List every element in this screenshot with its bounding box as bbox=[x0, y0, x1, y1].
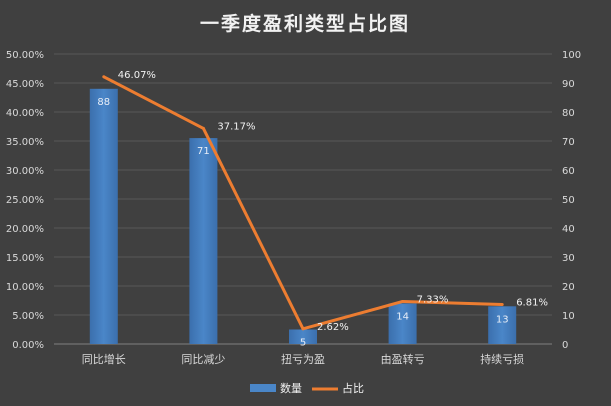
right-tick-label: 90 bbox=[562, 79, 575, 90]
legend-bar-swatch bbox=[250, 384, 276, 392]
line-path bbox=[103, 75, 503, 331]
right-axis-ticks: 0 10 20 30 40 50 60 70 80 90 100 bbox=[562, 50, 581, 351]
category-label: 同比减少 bbox=[181, 353, 225, 366]
bar-0 bbox=[89, 88, 118, 344]
category-label: 持续亏损 bbox=[480, 352, 524, 366]
left-tick-label: 50.00% bbox=[6, 50, 44, 61]
line-value-label: 2.62% bbox=[317, 322, 349, 333]
bar-value-label: 71 bbox=[197, 146, 210, 157]
line-point-1 bbox=[201, 126, 205, 130]
legend-line-label: 占比 bbox=[342, 381, 364, 395]
bar-3 bbox=[388, 303, 417, 344]
right-tick-label: 20 bbox=[562, 282, 575, 293]
right-tick-label: 100 bbox=[562, 50, 581, 61]
left-tick-label: 40.00% bbox=[6, 108, 44, 119]
left-tick-label: 0.00% bbox=[12, 340, 44, 351]
legend-bar-label: 数量 bbox=[280, 382, 302, 395]
right-tick-label: 80 bbox=[562, 108, 575, 119]
right-tick-label: 0 bbox=[562, 340, 568, 351]
left-tick-label: 30.00% bbox=[6, 166, 44, 177]
gridlines bbox=[54, 53, 552, 345]
line-series bbox=[102, 75, 504, 331]
category-label: 同比增长 bbox=[82, 352, 126, 366]
bar-1 bbox=[189, 138, 218, 344]
category-labels: 同比增长 同比减少 扭亏为盈 由盈转亏 持续亏损 bbox=[82, 352, 524, 366]
line-value-label: 6.81% bbox=[516, 298, 548, 309]
category-label: 由盈转亏 bbox=[381, 352, 425, 366]
left-tick-label: 35.00% bbox=[6, 137, 44, 148]
bar-value-label: 5 bbox=[300, 338, 306, 349]
bar-data-labels: 88 71 5 14 13 bbox=[97, 97, 508, 349]
category-label: 扭亏为盈 bbox=[281, 352, 325, 366]
bar-value-label: 14 bbox=[396, 311, 409, 322]
bar-4 bbox=[488, 306, 517, 344]
line-value-label: 37.17% bbox=[217, 121, 255, 132]
legend: 数量 占比 bbox=[250, 381, 364, 395]
left-tick-label: 25.00% bbox=[6, 195, 44, 206]
line-value-label: 46.07% bbox=[118, 70, 156, 81]
line-point-0 bbox=[102, 75, 106, 79]
right-tick-label: 30 bbox=[562, 253, 575, 264]
right-tick-label: 10 bbox=[562, 311, 575, 322]
right-tick-label: 50 bbox=[562, 195, 575, 206]
right-tick-label: 60 bbox=[562, 166, 575, 177]
left-tick-label: 20.00% bbox=[6, 224, 44, 235]
line-point-3 bbox=[401, 299, 405, 303]
bar-value-label: 88 bbox=[97, 97, 110, 108]
left-axis-ticks: 0.00% 5.00% 10.00% 15.00% 20.00% 25.00% 30.00%… bbox=[6, 50, 44, 351]
bar-2 bbox=[289, 329, 317, 344]
line-point-4 bbox=[500, 303, 504, 307]
line-point-2 bbox=[301, 327, 305, 331]
bar-series bbox=[89, 88, 517, 344]
left-tick-label: 10.00% bbox=[6, 282, 44, 293]
line-data-labels: 46.07% 37.17% 2.62% 7.33% 6.81% bbox=[118, 70, 548, 333]
left-tick-label: 45.00% bbox=[6, 79, 44, 90]
line-value-label: 7.33% bbox=[417, 294, 449, 305]
bar-value-label: 13 bbox=[496, 314, 509, 325]
left-tick-label: 15.00% bbox=[6, 253, 44, 264]
chart-title: 一季度盈利类型占比图 bbox=[200, 12, 410, 35]
right-tick-label: 70 bbox=[562, 137, 575, 148]
left-tick-label: 5.00% bbox=[12, 311, 44, 322]
right-tick-label: 40 bbox=[562, 224, 575, 235]
